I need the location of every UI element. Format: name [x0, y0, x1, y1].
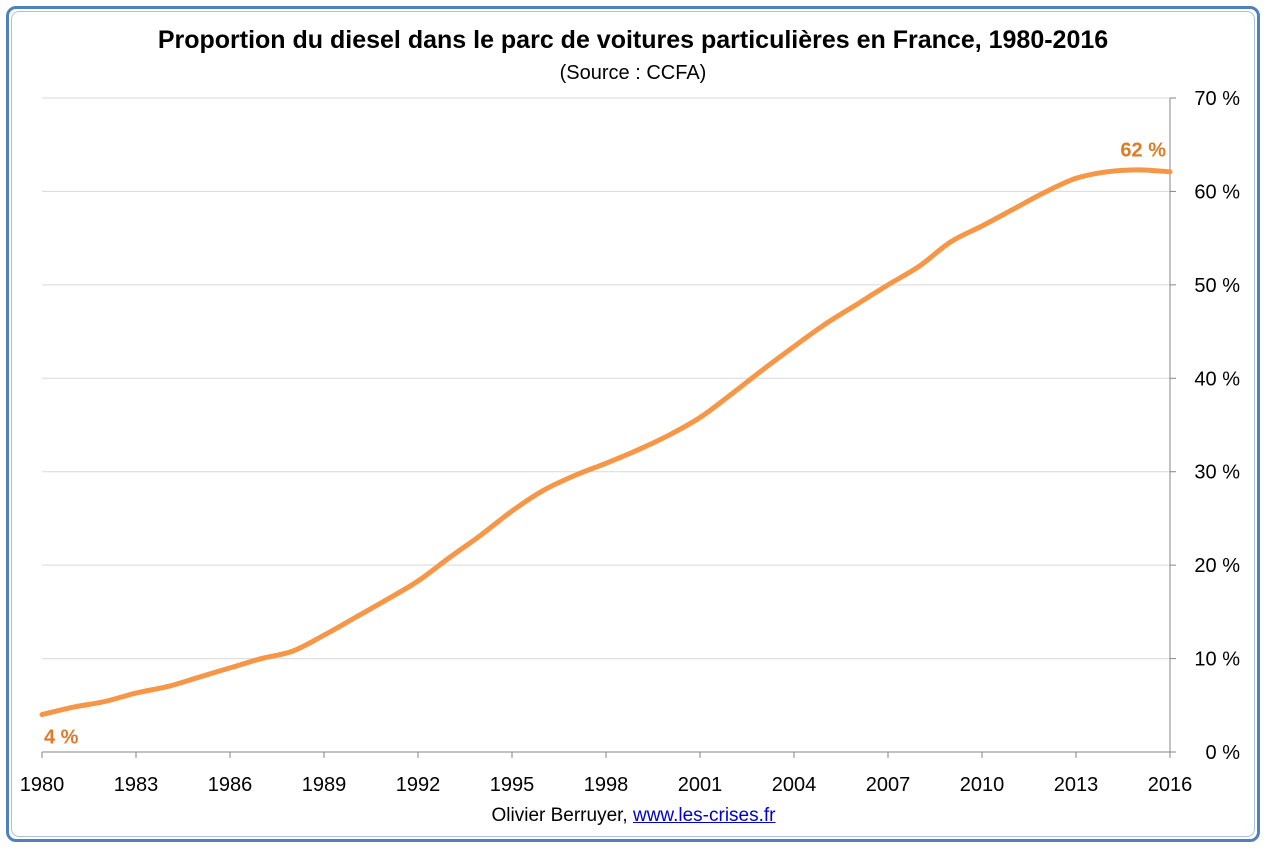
x-tick-label: 1989	[302, 774, 347, 796]
y-tick-label: 30 %	[1194, 462, 1240, 484]
x-tick-label: 1995	[490, 774, 535, 796]
diesel-share-line	[39, 167, 1173, 718]
y-tick-label: 10 %	[1194, 649, 1240, 671]
chart-subtitle: (Source : CCFA)	[560, 62, 707, 84]
y-tick-label: 50 %	[1194, 275, 1240, 297]
x-tick-label: 2007	[866, 774, 911, 796]
y-tick-label: 40 %	[1194, 368, 1240, 390]
y-tick-label: 0 %	[1206, 742, 1241, 764]
x-tick-label: 2016	[1148, 774, 1193, 796]
gridlines	[42, 97, 1170, 660]
y-tick-label: 20 %	[1194, 555, 1240, 577]
x-tick-label: 1983	[114, 774, 159, 796]
x-tick-label: 1998	[584, 774, 629, 796]
x-tick-label: 1980	[20, 774, 65, 796]
annotations: 4 % 62 %	[44, 140, 1166, 749]
x-tick-label: 2010	[960, 774, 1005, 796]
chart-frame	[6, 6, 1260, 842]
y-tick-label: 60 %	[1194, 181, 1240, 203]
x-tick-label: 1986	[208, 774, 253, 796]
x-tick-label: 2004	[772, 774, 817, 796]
x-tick-label: 2001	[678, 774, 723, 796]
x-tick-label: 2013	[1054, 774, 1099, 796]
credit-line: Olivier Berruyer, www.les-crises.fr	[0, 805, 1267, 827]
chart-title: Proportion du diesel dans le parc de voi…	[158, 26, 1108, 54]
series-group	[39, 167, 1173, 718]
annotation-start-value: 4 %	[44, 727, 79, 749]
axes	[41, 97, 1176, 758]
x-tick-label: 1992	[396, 774, 441, 796]
credit-link[interactable]: www.les-crises.fr	[632, 805, 776, 826]
y-tick-label: 70 %	[1194, 88, 1240, 110]
credit-author: Olivier Berruyer,	[491, 805, 628, 826]
annotation-end-value: 62 %	[1120, 140, 1166, 162]
tick-labels: 0 % 10 % 20 % 30 % 40 % 50 % 60 % 70 % 1980 1983 1…	[20, 88, 1240, 796]
